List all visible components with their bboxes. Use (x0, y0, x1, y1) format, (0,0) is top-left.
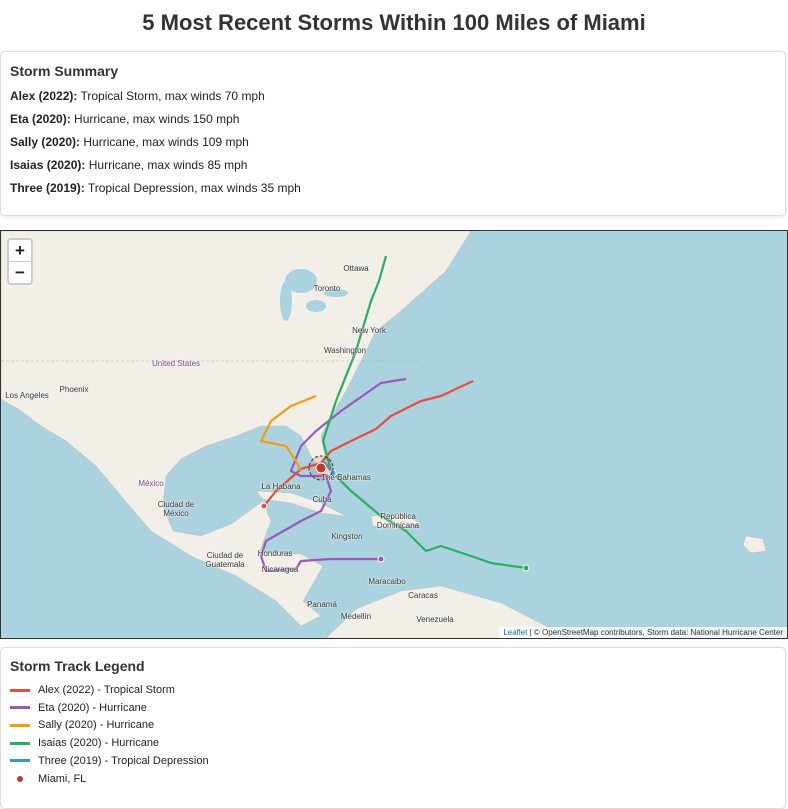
place-label: Phoenix (59, 385, 89, 394)
summary-heading: Storm Summary (10, 63, 119, 79)
storm-detail: Hurricane, max winds 109 mph (83, 135, 249, 149)
attribution: Leaflet | © OpenStreetMap contributors, … (499, 627, 787, 638)
legend-item: Sally (2020) - Hurricane (10, 719, 154, 731)
storm-name: Isaias (2020): (10, 158, 86, 172)
place-label: Ciudad de México (157, 500, 195, 518)
summary-item: Three (2019): Tropical Depression, max w… (10, 181, 301, 195)
legend-item: Miami, FL (10, 773, 86, 785)
attribution-text: | © OpenStreetMap contributors, Storm da… (529, 628, 783, 637)
legend-item: Isaias (2020) - Hurricane (10, 737, 159, 749)
legend-label: Three (2019) - Tropical Depression (38, 754, 209, 767)
legend-label: Sally (2020) - Hurricane (38, 719, 155, 732)
legend-swatch (10, 759, 30, 763)
legend-item: Three (2019) - Tropical Depression (10, 755, 209, 767)
place-label: Panamá (307, 600, 337, 609)
legend-label: Miami, FL (38, 772, 87, 785)
storm-name: Alex (2022): (10, 89, 78, 103)
place-label: México (138, 479, 164, 488)
place-label: Nicaragua (261, 565, 299, 574)
map-tiles (1, 231, 767, 638)
summary-card: Storm Summary Alex (2022): Tropical Stor… (0, 51, 786, 216)
legend-heading: Storm Track Legend (10, 658, 145, 674)
summary-item: Sally (2020): Hurricane, max winds 109 m… (10, 135, 249, 149)
place-label: Los Angeles (5, 391, 49, 400)
place-label: New York (352, 326, 386, 335)
summary-item: Alex (2022): Tropical Storm, max winds 7… (10, 89, 265, 103)
zoom-out[interactable]: − (9, 261, 31, 283)
storm-detail: Tropical Depression, max winds 35 mph (87, 181, 301, 195)
legend-swatch (10, 741, 30, 745)
zoom-control: + − (7, 238, 33, 285)
legend-label: Alex (2022) - Tropical Storm (38, 684, 175, 696)
legend-item: Alex (2022) - Tropical Storm (10, 684, 175, 696)
summary-item: Isaias (2020): Hurricane, max winds 85 m… (10, 158, 247, 172)
storm-name: Sally (2020): (10, 135, 81, 149)
storm-detail: Tropical Storm, max winds 70 mph (80, 89, 265, 103)
storm-name: Eta (2020): (10, 112, 71, 126)
place-label: The Bahamas (321, 473, 371, 482)
storm-detail: Hurricane, max winds 150 mph (74, 112, 240, 126)
leaflet-link[interactable]: Leaflet (503, 628, 528, 637)
legend-label: Isaias (2020) - Hurricane (38, 737, 160, 750)
legend-card: Storm Track Legend Alex (2022) - Tropica… (0, 647, 786, 809)
place-label: Ciudad de Guatemala (205, 551, 245, 569)
legend-swatch (10, 723, 30, 727)
place-label: Cuba (312, 495, 332, 504)
legend-swatch (10, 688, 30, 692)
place-label: Kingston (331, 532, 363, 541)
place-label: Venezuela (416, 615, 454, 624)
place-label: Maracaibo (368, 577, 406, 586)
place-label: Ottawa (343, 264, 369, 273)
place-label: Washington (324, 346, 366, 355)
place-label: República Dominicana (376, 512, 420, 530)
place-label: La Habana (261, 482, 301, 491)
place-label: Toronto (313, 284, 341, 293)
legend-label: Eta (2020) - Hurricane (38, 701, 147, 714)
place-label: Honduras (257, 549, 293, 558)
legend-swatch (10, 706, 30, 710)
place-label: United States (151, 359, 201, 368)
map[interactable]: Ottawa Toronto New York Washington United St… (0, 230, 788, 639)
place-label: Caracas (408, 591, 438, 600)
place-label: Medellín (340, 612, 372, 621)
summary-item: Eta (2020): Hurricane, max winds 150 mph (10, 112, 239, 126)
storm-name: Three (2019): (10, 181, 85, 195)
page-title: 5 Most Recent Storms Within 100 Miles of… (142, 10, 646, 35)
zoom-in[interactable]: + (15, 241, 25, 260)
legend-dot (17, 775, 23, 782)
legend-item: Eta (2020) - Hurricane (10, 702, 147, 714)
storm-detail: Hurricane, max winds 85 mph (88, 158, 248, 172)
